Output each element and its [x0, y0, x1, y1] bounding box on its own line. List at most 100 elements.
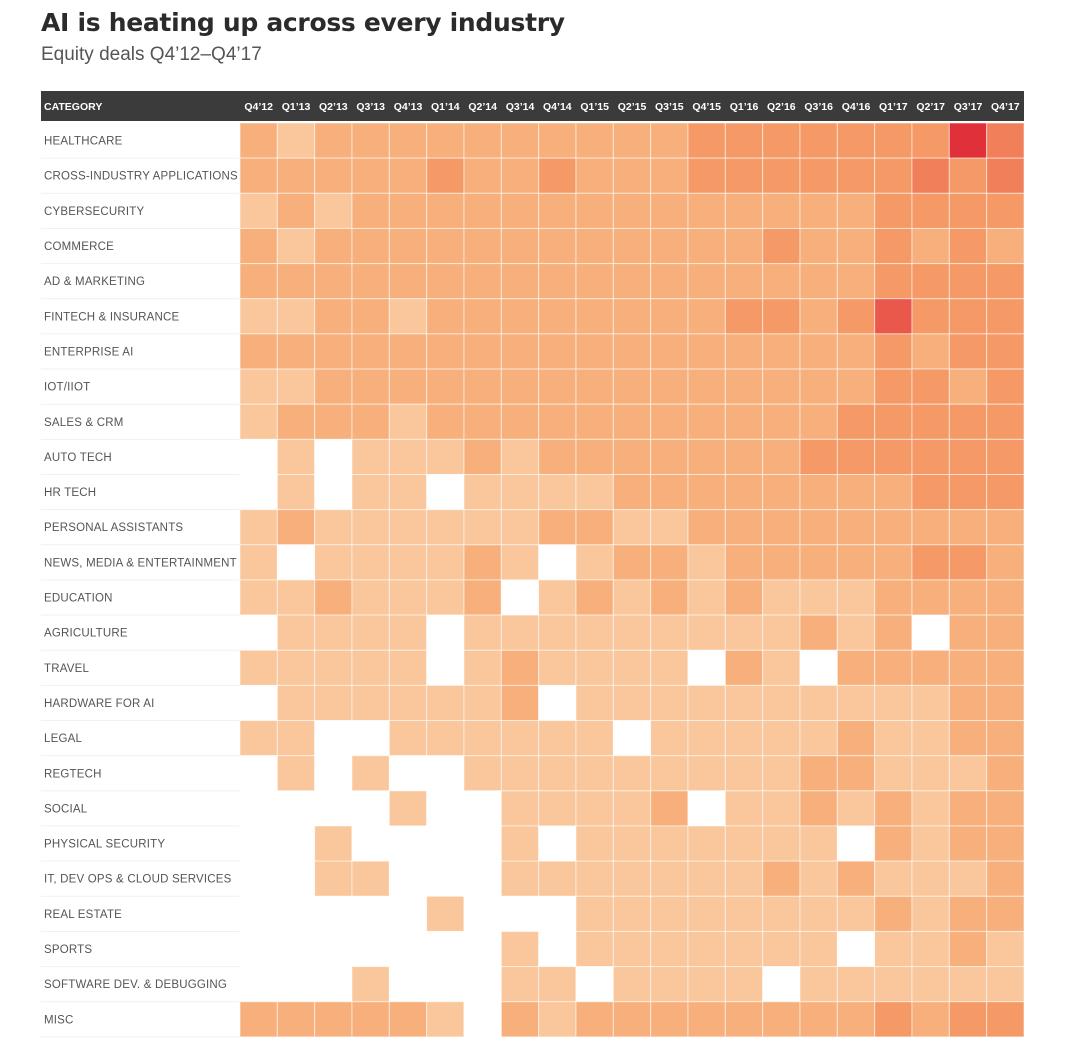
row-label: SPORTS — [44, 944, 92, 956]
heatmap-cell — [799, 966, 838, 1003]
heatmap-cell — [986, 333, 1025, 370]
heatmap-cell — [538, 333, 577, 370]
heatmap-cell — [426, 509, 465, 546]
heatmap-cell — [463, 790, 502, 827]
heatmap-cell — [239, 298, 278, 335]
heatmap-cell — [799, 192, 838, 229]
heatmap-cell — [388, 122, 428, 159]
column-label: Q1’14 — [431, 101, 460, 113]
heatmap-cell — [762, 790, 801, 827]
heatmap-cell — [799, 333, 838, 370]
row-label: AUTO TECH — [44, 452, 112, 464]
heatmap-cell — [575, 122, 614, 159]
heatmap-cell — [351, 649, 390, 686]
heatmap-cell — [724, 825, 764, 862]
heatmap-cell — [538, 895, 577, 932]
heatmap-cell — [911, 790, 950, 827]
column-label: Q1’17 — [879, 101, 908, 113]
heatmap-cell — [762, 263, 801, 300]
heatmap-cell — [463, 298, 502, 335]
heatmap-cell — [724, 474, 764, 511]
heatmap-cell — [575, 720, 614, 757]
header-bar — [41, 91, 1024, 121]
heatmap-cell — [351, 720, 390, 757]
heatmap-cell — [650, 790, 689, 827]
heatmap-cell — [687, 930, 726, 968]
heatmap-cell — [239, 860, 278, 897]
heatmap-cell — [463, 684, 502, 722]
heatmap-cell — [351, 438, 390, 476]
heatmap-cell — [724, 614, 764, 651]
heatmap-cell — [836, 930, 876, 968]
heatmap-cell — [836, 298, 876, 335]
heatmap-cell — [538, 157, 577, 194]
heatmap-cell — [538, 825, 577, 862]
heatmap-cell — [276, 157, 316, 194]
heatmap-cell — [911, 684, 950, 722]
heatmap-cell — [724, 895, 764, 932]
heatmap-cell — [575, 755, 614, 792]
heatmap-cell — [500, 333, 540, 370]
row-label: PHYSICAL SECURITY — [44, 839, 165, 851]
heatmap-cell — [500, 649, 540, 686]
column-label: Q3’17 — [954, 101, 983, 113]
heatmap-cell — [612, 825, 652, 862]
heatmap-cell — [799, 825, 838, 862]
heatmap-cell — [986, 860, 1025, 897]
heatmap-cell — [687, 122, 726, 159]
heatmap-cell — [463, 966, 502, 1003]
heatmap-cell — [724, 403, 764, 440]
heatmap-cell — [986, 157, 1025, 194]
heatmap-cell — [388, 157, 428, 194]
heatmap-cell — [687, 192, 726, 229]
heatmap-cell — [538, 1001, 577, 1038]
heatmap-cell — [650, 474, 689, 511]
heatmap-cell — [762, 438, 801, 476]
heatmap-cell — [351, 825, 390, 862]
heatmap-cell — [724, 684, 764, 722]
heatmap-cell — [575, 438, 614, 476]
heatmap-cell — [351, 298, 390, 335]
heatmap-cell — [276, 298, 316, 335]
heatmap-cell — [239, 192, 278, 229]
heatmap-cell — [538, 403, 577, 440]
heatmap-cell — [836, 860, 876, 897]
heatmap-cell — [239, 368, 278, 405]
heatmap-cell — [314, 684, 353, 722]
heatmap-cell — [426, 298, 465, 335]
heatmap-cell — [612, 684, 652, 722]
heatmap-cell — [874, 122, 913, 159]
heatmap-cell — [388, 474, 428, 511]
heatmap-cell — [687, 544, 726, 581]
heatmap-cell — [874, 227, 913, 265]
heatmap-cell — [575, 474, 614, 511]
row-label: CROSS-INDUSTRY APPLICATIONS — [44, 171, 238, 183]
heatmap-cell — [388, 1001, 428, 1038]
heatmap-cell — [388, 368, 428, 405]
heatmap-cell — [799, 579, 838, 616]
heatmap-cell — [426, 544, 465, 581]
heatmap-cell — [388, 825, 428, 862]
heatmap-cell — [388, 227, 428, 265]
heatmap-cell — [351, 860, 390, 897]
heatmap-cell — [874, 579, 913, 616]
heatmap-cell — [500, 930, 540, 968]
heatmap-cell — [500, 122, 540, 159]
heatmap-cell — [276, 790, 316, 827]
column-label: Q3’14 — [506, 101, 535, 113]
heatmap-cell — [500, 860, 540, 897]
heatmap-cell — [463, 263, 502, 300]
column-label: Q4’14 — [543, 101, 572, 113]
heatmap-cell — [351, 157, 390, 194]
heatmap-cell — [986, 263, 1025, 300]
heatmap-cell — [650, 192, 689, 229]
heatmap-cell — [986, 438, 1025, 476]
heatmap-cell — [911, 895, 950, 932]
heatmap-cell — [388, 438, 428, 476]
heatmap-cell — [799, 860, 838, 897]
heatmap-cell — [426, 614, 465, 651]
heatmap-cell — [276, 895, 316, 932]
heatmap-cell — [874, 825, 913, 862]
heatmap-cell — [239, 509, 278, 546]
heatmap-cell — [463, 860, 502, 897]
